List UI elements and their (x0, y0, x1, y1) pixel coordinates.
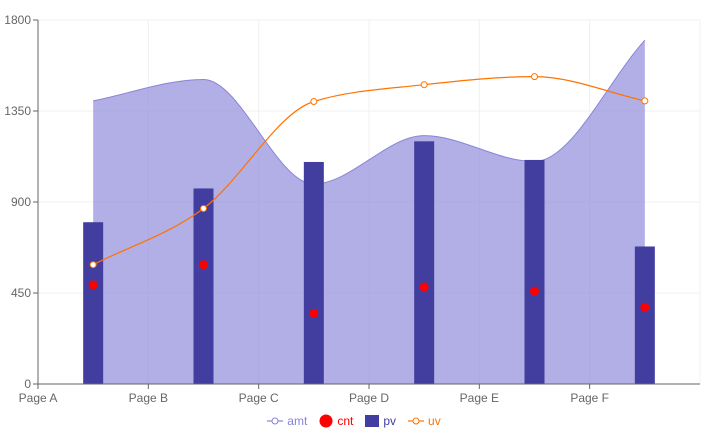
point-cnt (530, 286, 539, 296)
line-uv (92, 76, 645, 266)
x-tick-label: Page A (19, 391, 58, 405)
bar-pv (303, 161, 324, 384)
legend-pv-marker (365, 415, 380, 427)
legend-label-uv: uv (428, 414, 441, 428)
point-uv (310, 97, 318, 105)
x-tick-label: Page C (239, 391, 279, 405)
point-cnt (88, 280, 98, 290)
x-tick-label: Page E (460, 391, 499, 405)
y-tick-label: 1800 (4, 13, 31, 27)
legend-item-uv[interactable]: uv (408, 414, 441, 428)
x-tick-label: Page D (349, 391, 389, 405)
y-tick-label: 1350 (4, 104, 31, 118)
point-cnt (199, 260, 208, 270)
legend-label-amt: amt (287, 414, 308, 428)
point-cnt (419, 282, 429, 292)
chart-svg: 0 450 900 1350 1800 Page A Page B Page C Page D P… (4, 13, 701, 405)
scatter-layer (88, 260, 650, 318)
legend-item-amt[interactable]: amt (267, 414, 307, 428)
point-uv (420, 81, 428, 89)
bar-pv (414, 141, 435, 384)
bar-layer (83, 141, 655, 384)
point-cnt (309, 308, 319, 318)
y-tick-label: 900 (11, 195, 31, 209)
legend: amt cnt pv uv (0, 414, 708, 428)
legend-item-pv[interactable]: pv (365, 414, 396, 428)
legend-cnt-marker (319, 414, 333, 428)
legend-item-cnt[interactable]: cnt (319, 414, 353, 428)
area-amt-line (93, 39, 646, 185)
bar-pv (634, 246, 655, 384)
y-tick-label: 0 (24, 377, 31, 391)
area-amt (93, 40, 645, 384)
axes: 0 450 900 1350 1800 Page A Page B Page C Page D P… (4, 13, 700, 405)
point-uv (641, 97, 649, 105)
legend-uv-marker (408, 417, 425, 425)
bar-pv (193, 188, 214, 384)
y-tick-label: 450 (11, 286, 31, 300)
point-cnt (640, 302, 650, 312)
point-uv (89, 261, 97, 269)
legend-amt-marker (267, 417, 284, 425)
bar-pv (83, 222, 104, 384)
point-uv (531, 73, 538, 81)
bar-pv (524, 159, 545, 384)
legend-label-pv: pv (383, 414, 397, 428)
x-tick-label: Page B (129, 391, 168, 405)
line-layer (89, 73, 649, 269)
legend-label-cnt: cnt (337, 414, 354, 428)
x-tick-label: Page F (570, 391, 609, 405)
area-layer (93, 39, 646, 384)
point-uv (200, 204, 207, 212)
